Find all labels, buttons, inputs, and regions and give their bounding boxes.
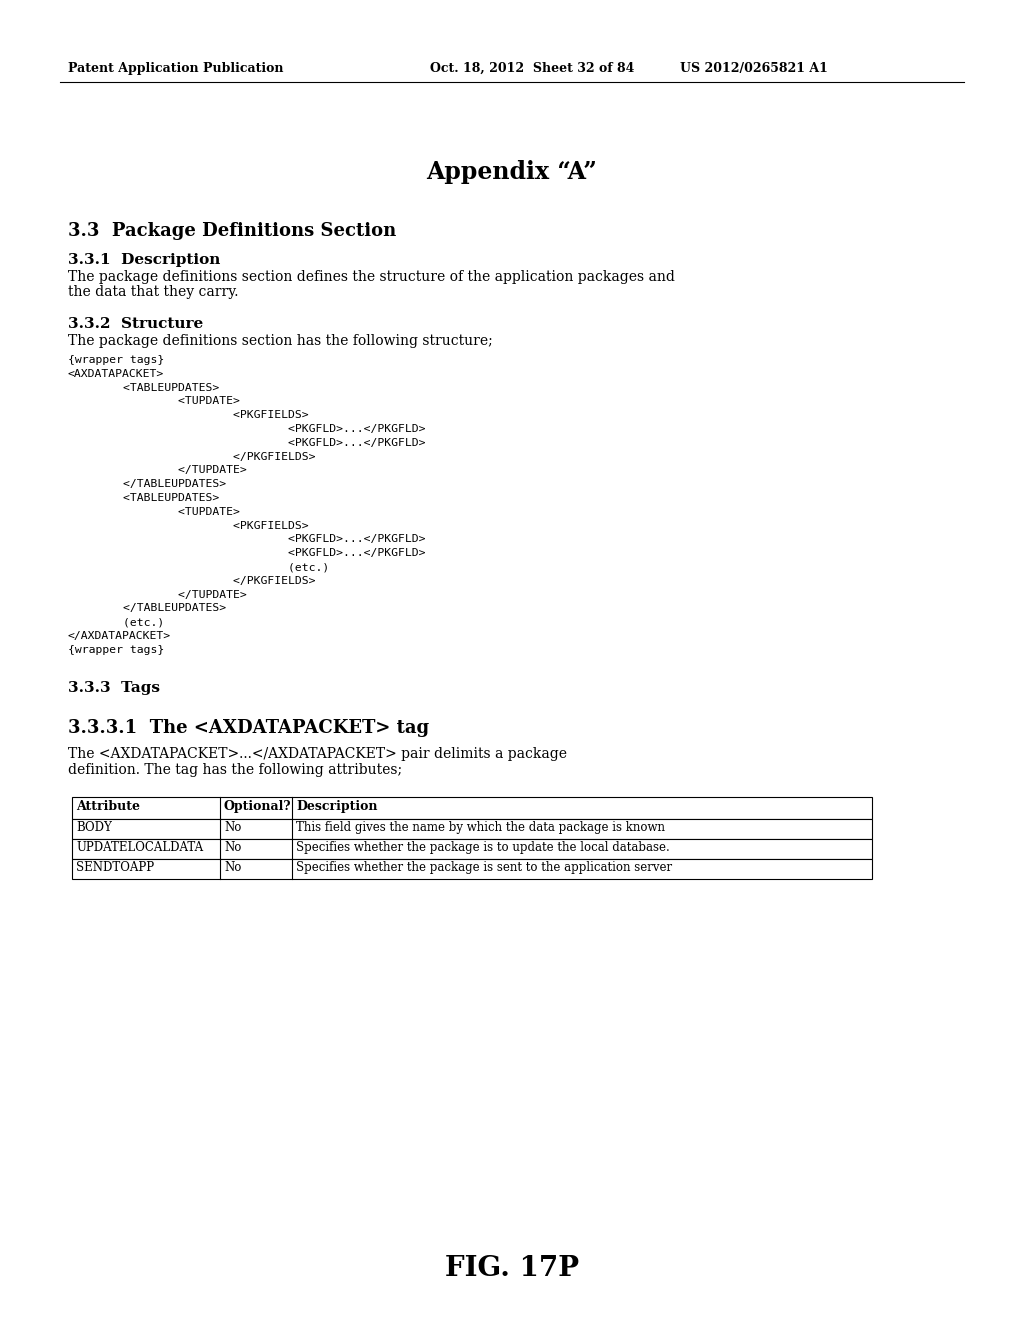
Bar bbox=[72, 796, 872, 818]
Text: Attribute: Attribute bbox=[76, 800, 140, 813]
Text: <PKGFLD>...</PKGFLD>: <PKGFLD>...</PKGFLD> bbox=[68, 424, 426, 434]
Text: 3.3.3.1  The <AXDATAPACKET> tag: 3.3.3.1 The <AXDATAPACKET> tag bbox=[68, 718, 429, 737]
Text: <PKGFLD>...</PKGFLD>: <PKGFLD>...</PKGFLD> bbox=[68, 548, 426, 558]
Text: (etc.): (etc.) bbox=[68, 562, 330, 572]
Text: {wrapper tags}: {wrapper tags} bbox=[68, 355, 164, 366]
Text: </PKGFIELDS>: </PKGFIELDS> bbox=[68, 576, 315, 586]
Text: <PKGFLD>...</PKGFLD>: <PKGFLD>...</PKGFLD> bbox=[68, 438, 426, 447]
Text: Patent Application Publication: Patent Application Publication bbox=[68, 62, 284, 75]
Text: 3.3.1  Description: 3.3.1 Description bbox=[68, 253, 220, 267]
Bar bbox=[72, 858, 872, 879]
Text: <PKGFLD>...</PKGFLD>: <PKGFLD>...</PKGFLD> bbox=[68, 535, 426, 544]
Text: </TABLEUPDATES>: </TABLEUPDATES> bbox=[68, 603, 226, 614]
Text: 3.3.2  Structure: 3.3.2 Structure bbox=[68, 317, 203, 331]
Text: Appendix “A”: Appendix “A” bbox=[427, 160, 597, 183]
Text: SENDTOAPP: SENDTOAPP bbox=[76, 861, 155, 874]
Text: (etc.): (etc.) bbox=[68, 618, 164, 627]
Text: 3.3.3  Tags: 3.3.3 Tags bbox=[68, 681, 160, 694]
Text: </TUPDATE>: </TUPDATE> bbox=[68, 466, 247, 475]
Text: Optional?: Optional? bbox=[224, 800, 292, 813]
Text: </TUPDATE>: </TUPDATE> bbox=[68, 590, 247, 599]
Text: Specifies whether the package is sent to the application server: Specifies whether the package is sent to… bbox=[296, 861, 672, 874]
Text: UPDATELOCALDATA: UPDATELOCALDATA bbox=[76, 841, 203, 854]
Text: 3.3  Package Definitions Section: 3.3 Package Definitions Section bbox=[68, 222, 396, 240]
Text: <TUPDATE>: <TUPDATE> bbox=[68, 396, 240, 407]
Text: </AXDATAPACKET>: </AXDATAPACKET> bbox=[68, 631, 171, 642]
Text: The <AXDATAPACKET>...</AXDATAPACKET> pair delimits a package: The <AXDATAPACKET>...</AXDATAPACKET> pai… bbox=[68, 747, 567, 760]
Text: Description: Description bbox=[296, 800, 378, 813]
Text: </PKGFIELDS>: </PKGFIELDS> bbox=[68, 451, 315, 462]
Text: US 2012/0265821 A1: US 2012/0265821 A1 bbox=[680, 62, 827, 75]
Text: <TUPDATE>: <TUPDATE> bbox=[68, 507, 240, 517]
Text: <TABLEUPDATES>: <TABLEUPDATES> bbox=[68, 383, 219, 392]
Text: No: No bbox=[224, 821, 242, 834]
Text: the data that they carry.: the data that they carry. bbox=[68, 285, 239, 300]
Text: <PKGFIELDS>: <PKGFIELDS> bbox=[68, 520, 308, 531]
Text: <AXDATAPACKET>: <AXDATAPACKET> bbox=[68, 368, 164, 379]
Text: Oct. 18, 2012  Sheet 32 of 84: Oct. 18, 2012 Sheet 32 of 84 bbox=[430, 62, 635, 75]
Text: Specifies whether the package is to update the local database.: Specifies whether the package is to upda… bbox=[296, 841, 670, 854]
Text: No: No bbox=[224, 861, 242, 874]
Text: {wrapper tags}: {wrapper tags} bbox=[68, 644, 164, 655]
Text: BODY: BODY bbox=[76, 821, 112, 834]
Bar bbox=[72, 838, 872, 858]
Text: No: No bbox=[224, 841, 242, 854]
Text: </TABLEUPDATES>: </TABLEUPDATES> bbox=[68, 479, 226, 490]
Text: FIG. 17P: FIG. 17P bbox=[445, 1255, 579, 1282]
Text: The package definitions section has the following structure;: The package definitions section has the … bbox=[68, 334, 493, 348]
Text: This field gives the name by which the data package is known: This field gives the name by which the d… bbox=[296, 821, 665, 834]
Text: <TABLEUPDATES>: <TABLEUPDATES> bbox=[68, 492, 219, 503]
Text: <PKGFIELDS>: <PKGFIELDS> bbox=[68, 411, 308, 420]
Text: The package definitions section defines the structure of the application package: The package definitions section defines … bbox=[68, 271, 675, 284]
Bar bbox=[72, 818, 872, 838]
Text: definition. The tag has the following attributes;: definition. The tag has the following at… bbox=[68, 763, 402, 776]
